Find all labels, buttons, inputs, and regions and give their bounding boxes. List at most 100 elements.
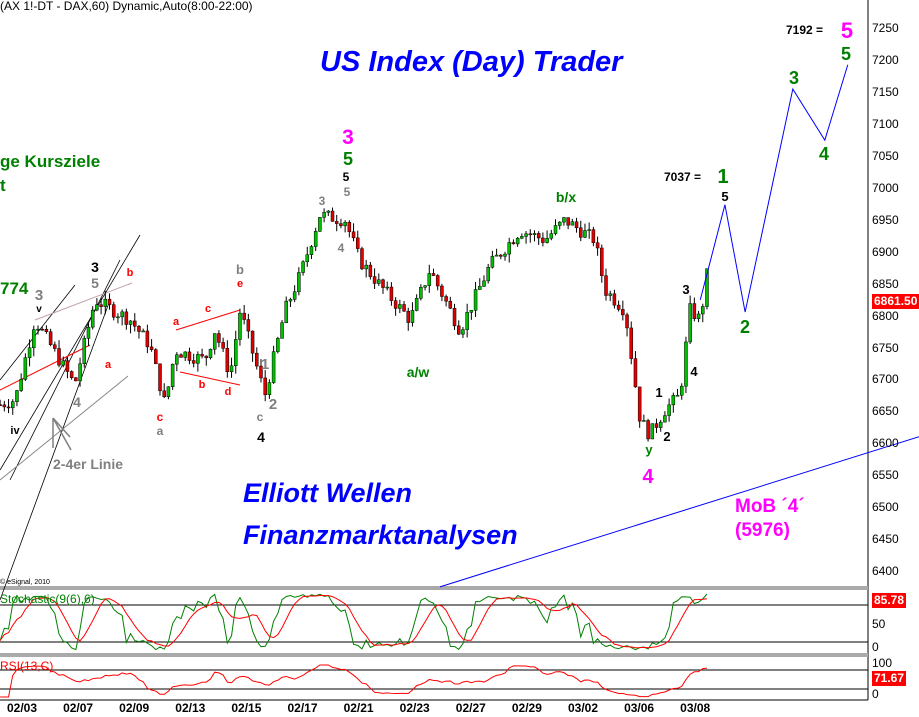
candle xyxy=(15,389,19,407)
candle xyxy=(158,363,162,396)
candle xyxy=(583,223,587,239)
candle-body xyxy=(629,327,633,359)
x-tick-label: 02/13 xyxy=(175,701,206,715)
y-tick-label: 6750 xyxy=(872,340,899,355)
candle-body xyxy=(65,360,70,372)
y-tick-label: 6500 xyxy=(872,500,899,515)
wave-label: v xyxy=(36,304,42,315)
candle-body xyxy=(339,223,343,227)
candle xyxy=(74,376,78,382)
candle xyxy=(267,379,272,399)
candle xyxy=(175,352,179,372)
copyright: © eSignal, 2010 xyxy=(0,579,50,586)
candle-body xyxy=(381,279,385,288)
candle xyxy=(259,359,263,383)
candle-body xyxy=(334,221,339,224)
candle-body xyxy=(19,379,23,391)
candle-body xyxy=(179,354,183,358)
candle-body xyxy=(482,280,486,287)
wave-label: b/x xyxy=(555,189,577,205)
candle-body xyxy=(124,311,129,325)
candle xyxy=(528,229,533,243)
candle-body xyxy=(473,289,478,311)
candle-body xyxy=(128,320,133,325)
candle xyxy=(536,231,541,245)
candle-body xyxy=(549,233,554,239)
stochastic-value-badge: 85.78 xyxy=(872,593,907,608)
candle-body xyxy=(141,330,145,333)
support-line xyxy=(439,436,919,588)
candle-body xyxy=(642,420,646,422)
candle xyxy=(646,418,650,442)
candle-body xyxy=(545,237,549,243)
candle-body xyxy=(44,329,49,332)
candle xyxy=(271,345,276,384)
candle-body xyxy=(524,233,528,237)
candle xyxy=(53,341,57,352)
y-tick-label: 7150 xyxy=(872,84,899,99)
candle xyxy=(591,226,596,247)
candle xyxy=(86,323,91,346)
candle-body xyxy=(520,236,524,239)
y-tick-label: 7200 xyxy=(872,52,899,67)
rsi-tick-0: 0 xyxy=(872,687,879,701)
candle xyxy=(196,351,200,372)
candle-body xyxy=(486,266,490,282)
wave-label: 2 xyxy=(663,429,671,444)
linie-note: 2-4er Linie xyxy=(53,456,124,472)
wave-label: 4 xyxy=(690,364,698,379)
candle-body xyxy=(242,312,246,320)
y-tick-label: 6800 xyxy=(872,308,899,323)
wave-label: 3 xyxy=(342,126,354,149)
candle xyxy=(389,282,394,306)
stochastic-d-line xyxy=(0,594,708,649)
candle-body xyxy=(675,395,680,397)
candle xyxy=(381,278,385,294)
candle xyxy=(23,353,28,381)
wave-label: 4 xyxy=(818,144,830,164)
candle-body xyxy=(469,310,474,313)
mob-value: (5976) xyxy=(735,520,790,541)
wave-label: 3 xyxy=(682,282,690,297)
triangle-line xyxy=(179,371,241,386)
candle xyxy=(187,347,192,365)
wave-label: 3 xyxy=(91,259,99,275)
wave-label: 5 xyxy=(840,44,852,64)
candle xyxy=(675,388,680,397)
candle xyxy=(600,244,604,283)
candle xyxy=(10,399,15,415)
stochastic-label: Stochastic(9(6),6) xyxy=(0,592,95,606)
candle xyxy=(667,398,671,422)
candle-body xyxy=(511,242,516,245)
candle-body xyxy=(692,303,697,319)
candle-body xyxy=(107,298,112,305)
candle-body xyxy=(158,363,162,392)
candle-body xyxy=(444,296,448,302)
candle-body xyxy=(53,344,57,349)
wave-label: c xyxy=(156,410,164,424)
candle-body xyxy=(284,300,288,324)
candle-body xyxy=(553,225,558,234)
candle-body xyxy=(229,365,234,373)
channel-line xyxy=(9,259,121,481)
candle-body xyxy=(36,328,40,331)
candle-body xyxy=(347,221,352,233)
candle-body xyxy=(263,377,267,396)
candle xyxy=(406,307,410,331)
candle xyxy=(40,326,44,331)
y-tick-label: 6950 xyxy=(872,212,899,227)
candle-body xyxy=(238,312,242,340)
candle xyxy=(633,351,638,388)
candle-body xyxy=(435,275,440,287)
candle-body xyxy=(208,348,213,359)
channel-line xyxy=(0,299,111,601)
last-price-badge: 6861.50 xyxy=(872,294,919,309)
watermark-line2: Finanzmarktanalysen xyxy=(243,520,518,550)
candle-body xyxy=(637,386,642,422)
candle xyxy=(90,306,95,330)
candle-body xyxy=(465,312,469,330)
candle-body xyxy=(0,404,2,406)
wave-label: c xyxy=(256,410,264,424)
candle xyxy=(137,325,141,339)
candle-body xyxy=(364,264,368,270)
